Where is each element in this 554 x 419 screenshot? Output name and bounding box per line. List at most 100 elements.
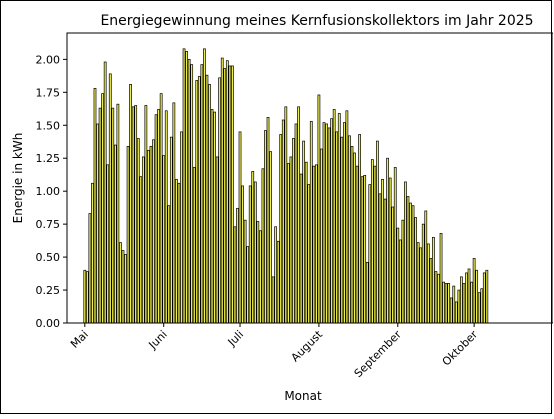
bar [246,246,250,324]
bar [88,213,92,324]
bar [116,103,120,324]
bar [271,276,275,324]
bar [195,80,199,324]
bar [141,156,145,324]
y-tick-label: 1.25 [36,152,61,165]
bar [406,196,410,324]
bar [454,301,458,324]
bar [457,289,461,324]
bar [119,242,122,324]
bar [299,173,303,324]
bar [297,106,300,324]
bar [85,271,89,324]
bar [261,168,265,324]
bar [83,269,87,324]
bar [192,167,196,324]
bar [251,171,255,324]
bar [287,163,290,324]
bar [208,84,211,324]
bar [485,269,489,324]
bar [149,146,153,324]
bar [378,193,382,324]
bar [144,105,148,324]
bar [274,226,278,324]
bar [444,283,448,324]
y-tick-label: 0.50 [36,251,61,264]
x-tick-label: Juli [225,328,246,349]
bar [426,243,430,324]
bar [131,106,135,324]
bar [136,138,140,324]
bar [225,60,229,324]
bar [241,185,244,324]
bar [205,74,209,324]
bar [370,159,374,324]
bar [113,144,117,324]
bar [332,109,336,324]
bar [472,258,476,324]
bar [106,164,110,324]
bar [182,48,186,324]
bars [83,48,489,324]
x-tick-label: August [289,327,326,364]
bar [345,110,349,324]
bar [213,111,216,324]
bar [129,84,132,324]
bar [462,283,466,324]
bar [376,140,379,324]
bar [108,73,112,324]
bar [152,139,155,324]
bar [348,135,351,324]
bar [465,272,468,324]
y-axis: 0.00 0.25 0.50 0.75 1.00 1.25 1.50 1.75 2.00 [36,53,67,330]
bar [164,110,168,324]
bar [197,76,201,324]
bar [154,114,158,324]
x-axis-label: Monat [284,389,322,403]
bar [103,61,107,324]
bar [126,146,130,324]
bar [101,93,105,324]
bar [409,202,412,324]
bar [294,123,298,324]
bar [342,122,346,324]
bar [424,210,428,324]
x-tick-label: Mai [68,328,91,351]
x-tick-label: September [352,328,405,381]
bar [93,88,97,324]
bar [307,184,311,324]
bar [421,223,425,324]
bar [215,156,219,324]
bar [335,131,339,324]
bar [414,217,417,324]
bar [475,269,479,324]
bar [312,165,316,324]
bar [203,48,206,324]
y-tick-label: 1.00 [36,185,61,198]
x-axis: Mai Juni Juli August September Oktober [68,323,481,381]
bar [124,254,127,324]
bar [447,283,451,324]
bar [434,271,438,324]
bar [236,207,239,324]
y-tick-label: 1.75 [36,86,61,99]
bar [320,148,323,324]
bar [190,64,194,324]
bar [429,258,433,324]
bar [388,177,392,324]
bar [269,151,272,324]
bar [220,57,224,324]
bar [169,136,173,324]
bar [162,155,166,324]
bar [159,93,163,324]
bar [452,285,456,324]
bar [276,240,280,324]
bar [477,292,481,324]
bar [330,118,333,324]
bar [437,273,440,324]
bar [289,156,293,324]
bar [322,122,326,324]
y-tick-label: 0.00 [36,317,61,330]
bar [460,276,463,324]
bar [314,164,318,324]
